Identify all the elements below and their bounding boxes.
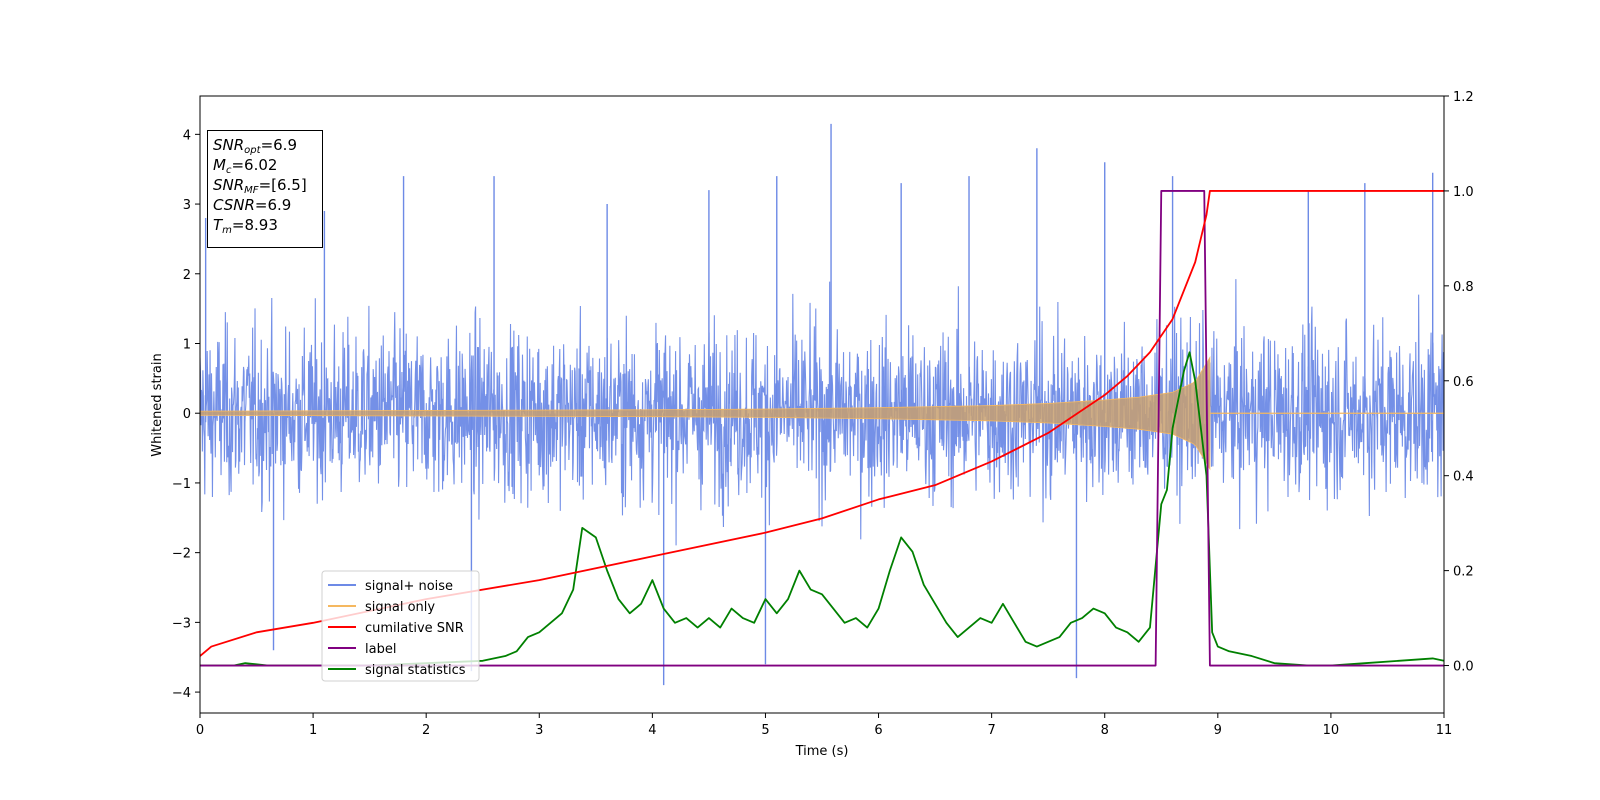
x-tick-label: 10 [1323, 723, 1340, 738]
y-axis-label: Whitened strain [150, 353, 165, 456]
x-tick-label: 2 [422, 723, 430, 738]
y-axis-left: −4 −3 −2 −1 0 1 2 3 4 [172, 128, 200, 701]
x-tick-label: 9 [1214, 723, 1222, 738]
y-left-tick-label: −4 [172, 686, 191, 701]
x-tick-label: 11 [1436, 723, 1453, 738]
csnr-line: CSNR=6.9 [213, 196, 292, 214]
parameters-box: SNRopt=6.9 Mc=6.02 SNRMF=[6.5] CSNR=6.9 … [207, 130, 323, 248]
legend-entry: signal statistics [365, 663, 466, 678]
y-right-tick-label: 0.2 [1453, 565, 1474, 580]
x-tick-label: 7 [987, 723, 995, 738]
y-left-tick-label: 3 [183, 198, 191, 213]
y-right-tick-label: 1.2 [1453, 90, 1474, 105]
series-signal-only [200, 355, 1211, 471]
y-left-tick-label: 4 [183, 128, 191, 143]
x-axis: 0 1 2 3 4 5 6 7 8 9 10 11 [196, 713, 1452, 738]
mc-line: Mc=6.02 [213, 156, 278, 176]
series-signal-noise [200, 279, 1444, 546]
y-left-tick-label: −2 [172, 547, 191, 562]
x-tick-label: 0 [196, 723, 204, 738]
x-tick-label: 8 [1101, 723, 1109, 738]
y-left-tick-label: 1 [183, 337, 191, 352]
legend: signal+ noise signal only cumilative SNR la… [321, 570, 480, 682]
y-left-tick-label: 0 [183, 407, 191, 422]
plot-frame [199, 95, 1445, 714]
legend-entry: signal+ noise [365, 579, 453, 594]
legend-entry: label [365, 642, 396, 657]
legend-entry: signal only [365, 600, 435, 615]
snr-mf-line: SNRMF=[6.5] [213, 176, 307, 196]
x-axis-label: Time (s) [795, 744, 849, 759]
x-tick-label: 5 [761, 723, 769, 738]
series-signal-statistics [200, 351, 1444, 667]
y-right-tick-label: 0.6 [1453, 375, 1474, 390]
y-axis-right: 0.0 0.2 0.4 0.6 0.8 1.0 1.2 [1444, 90, 1474, 675]
x-tick-label: 6 [874, 723, 882, 738]
x-tick-label: 4 [648, 723, 656, 738]
y-right-tick-label: 0.0 [1453, 660, 1474, 675]
y-right-tick-label: 0.8 [1453, 280, 1474, 295]
y-right-tick-label: 0.4 [1453, 470, 1474, 485]
snr-opt-line: SNRopt=6.9 [213, 136, 297, 156]
tm-line: Tm=8.93 [213, 216, 278, 236]
x-tick-label: 3 [535, 723, 543, 738]
y-left-tick-label: 2 [183, 268, 191, 283]
legend-entry: cumilative SNR [365, 621, 464, 636]
y-left-tick-label: −1 [172, 477, 191, 492]
x-tick-label: 1 [309, 723, 317, 738]
series-label [200, 190, 1444, 667]
y-left-tick-label: −3 [172, 616, 191, 631]
y-right-tick-label: 1.0 [1453, 185, 1474, 200]
legend-frame [321, 570, 480, 682]
